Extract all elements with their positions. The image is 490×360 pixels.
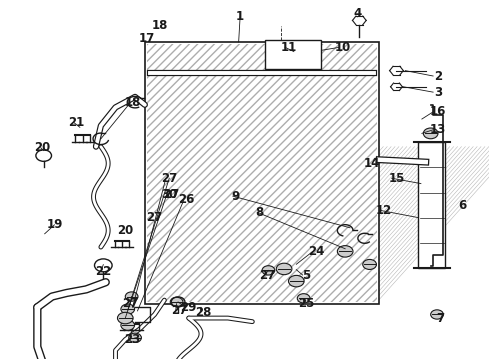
Bar — [145, 42, 379, 304]
Text: 2: 2 — [434, 69, 442, 82]
Text: 8: 8 — [255, 206, 264, 219]
Circle shape — [121, 304, 135, 314]
Text: 12: 12 — [376, 204, 392, 217]
Text: 26: 26 — [178, 193, 195, 206]
Text: 30: 30 — [161, 188, 177, 201]
Circle shape — [125, 292, 138, 301]
Text: 27: 27 — [122, 297, 138, 310]
Text: 18: 18 — [151, 19, 168, 32]
Text: 24: 24 — [308, 245, 324, 258]
Text: 11: 11 — [281, 41, 297, 54]
Bar — [147, 44, 377, 302]
Circle shape — [297, 294, 310, 303]
Text: 20: 20 — [117, 224, 133, 237]
Text: 16: 16 — [430, 105, 446, 118]
Text: 17: 17 — [139, 32, 155, 45]
Text: 23: 23 — [124, 333, 141, 346]
Text: 4: 4 — [353, 7, 362, 20]
Text: 13: 13 — [430, 123, 446, 136]
Text: 21: 21 — [68, 116, 85, 129]
Circle shape — [121, 320, 135, 330]
Text: 27: 27 — [171, 305, 187, 318]
Circle shape — [118, 312, 133, 324]
Text: 10: 10 — [335, 41, 351, 54]
Text: 9: 9 — [231, 190, 239, 203]
Circle shape — [337, 246, 353, 257]
Text: 19: 19 — [46, 218, 63, 231]
Text: 27: 27 — [147, 211, 163, 224]
Text: 25: 25 — [298, 297, 314, 310]
Text: 6: 6 — [458, 199, 466, 212]
Bar — [418, 142, 445, 268]
Circle shape — [276, 263, 292, 275]
Text: 27: 27 — [259, 269, 275, 282]
Circle shape — [262, 266, 275, 275]
Text: 29: 29 — [181, 301, 197, 314]
Bar — [265, 40, 321, 69]
Circle shape — [363, 260, 376, 270]
Circle shape — [289, 275, 304, 287]
Circle shape — [129, 333, 142, 342]
Text: 14: 14 — [364, 157, 380, 170]
Circle shape — [170, 297, 183, 307]
Text: 3: 3 — [434, 86, 442, 99]
Text: 28: 28 — [196, 306, 212, 319]
Text: 27: 27 — [161, 172, 177, 185]
Circle shape — [423, 128, 438, 139]
Text: 20: 20 — [34, 141, 50, 154]
Text: 5: 5 — [302, 269, 310, 282]
Text: 27: 27 — [164, 188, 180, 201]
Text: 15: 15 — [388, 172, 405, 185]
Circle shape — [431, 310, 443, 319]
Text: 7: 7 — [437, 311, 444, 325]
Text: 22: 22 — [95, 265, 111, 278]
Text: 1: 1 — [236, 10, 244, 23]
Text: 18: 18 — [124, 96, 141, 109]
